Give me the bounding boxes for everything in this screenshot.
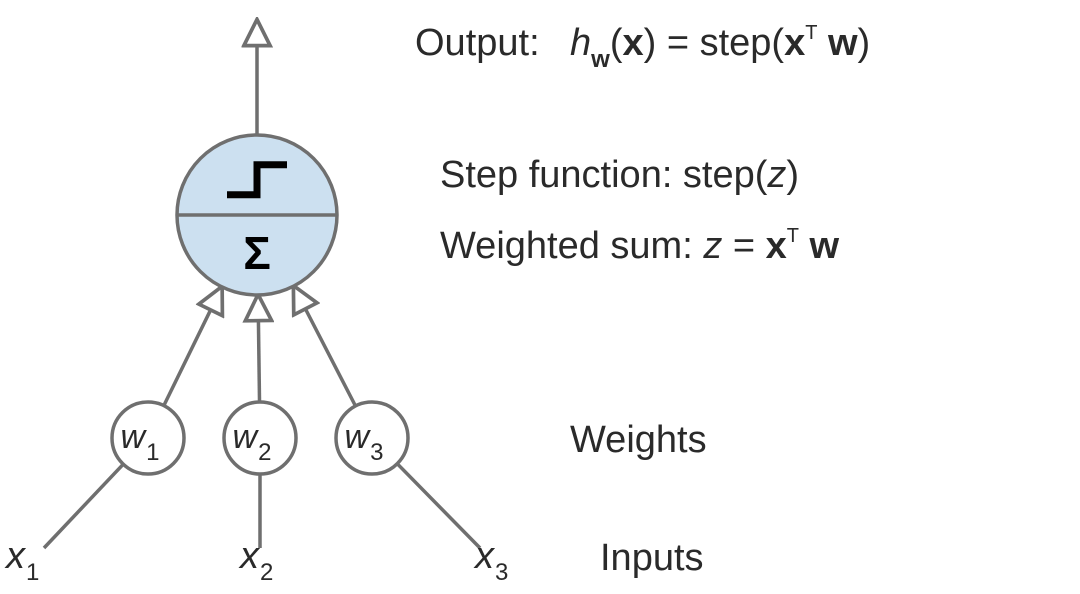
output-equation: hw(x) = step(xT w) — [570, 22, 870, 73]
input-line — [44, 464, 123, 548]
weights-title: Weights — [570, 419, 707, 461]
weight-to-node-line — [258, 297, 259, 402]
weight-to-node-line — [164, 289, 221, 406]
perceptron-diagram: Σw1w2w3x1x2x3Output:hw(x) = step(xT w)St… — [0, 0, 1080, 594]
step-function-label: Step function: step(z) — [440, 154, 799, 196]
weighted-sum-label: Weighted sum: z = xT w — [440, 225, 840, 267]
sigma-icon: Σ — [243, 227, 271, 279]
input-line — [397, 464, 480, 548]
output-label: Output: — [415, 22, 540, 64]
weight-to-node-line — [295, 288, 356, 406]
inputs-title: Inputs — [600, 537, 704, 579]
input-label: x1 — [4, 535, 39, 586]
input-label: x2 — [238, 535, 273, 586]
input-label: x3 — [473, 535, 508, 586]
